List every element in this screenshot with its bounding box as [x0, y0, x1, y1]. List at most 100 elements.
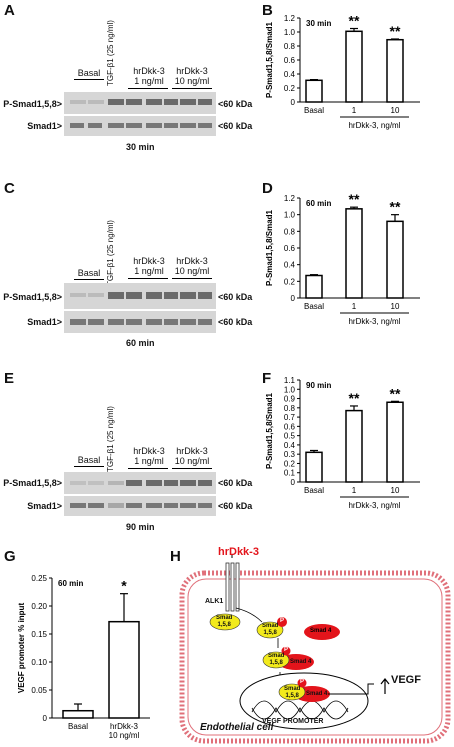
- chart-f-ytick-label: 0.5: [284, 432, 296, 441]
- chart-d-ytick-label: 1.0: [284, 211, 296, 220]
- chart-g-ytick-label: 0.25: [31, 574, 47, 583]
- panel-e-kda1: <60 kDa: [218, 478, 253, 488]
- chart-b-category-label: 1: [352, 106, 357, 115]
- chart-f-xlabel: hrDkk-3, ng/ml: [348, 501, 400, 510]
- cell-membrane: [179, 570, 451, 744]
- chart-b-category-label: Basal: [304, 106, 324, 115]
- chart-b-ytick-label: 1.0: [284, 28, 296, 37]
- chart-b-ytick-label: 0.8: [284, 42, 296, 51]
- chart-b-category-label: 10: [391, 106, 400, 115]
- chart-d-ytick-label: 0.4: [284, 261, 296, 270]
- chart-b-ytick-label: 0.2: [284, 84, 296, 93]
- panel-b-letter: B: [262, 2, 273, 19]
- chart-d-category-label: 1: [352, 302, 357, 311]
- chart-f-annotation: 90 min: [306, 381, 331, 390]
- smad158-label-4: Smad 1,5,8: [284, 686, 301, 699]
- panel-d-letter: D: [262, 180, 273, 197]
- chart-f-ytick-label: 0.1: [284, 469, 296, 478]
- bands: [70, 99, 212, 105]
- panel-c-dkk1-label: hrDkk-3 1 ng/ml: [133, 256, 165, 276]
- chart-d-annotation: 60 min: [306, 199, 331, 208]
- chart-d-significance: **: [349, 191, 360, 207]
- chart-d-significance: **: [390, 199, 401, 215]
- chart-f-category-label: 10: [391, 486, 400, 495]
- panel-a-smad-blot: [64, 116, 216, 136]
- panel-c-basal-line: [74, 279, 104, 280]
- chart-f-ytick-label: 1.0: [284, 385, 296, 394]
- panel-h-letter: H: [170, 548, 181, 565]
- chart-g-ytick-label: 0: [43, 714, 48, 723]
- alk1-receptor-icon: [225, 562, 240, 612]
- chart-f-category-label: 1: [352, 486, 357, 495]
- panel-e-basal-label: Basal: [77, 455, 101, 465]
- smad158-label-1: Smad 1,5,8: [216, 615, 233, 628]
- chart-f-ytick-label: 0.6: [284, 422, 296, 431]
- panel-f-letter: F: [262, 370, 272, 387]
- chart-b-annotation: 30 min: [306, 19, 331, 28]
- panel-e-psmad-blot: [64, 472, 216, 494]
- chart-g-category-label: Basal: [68, 722, 88, 731]
- panel-e-time: 90 min: [126, 522, 155, 532]
- chart-d-category-label: 10: [391, 302, 400, 311]
- arrow-receptor-to-smad: [235, 607, 263, 623]
- chart-b-significance: **: [349, 13, 360, 29]
- panel-e-dkk1-label: hrDkk-3 1 ng/ml: [133, 446, 165, 466]
- chart-b-ytick-label: 0.6: [284, 56, 296, 65]
- panel-a-basal-label: Basal: [77, 68, 101, 78]
- panel-a-dkk1-label: hrDkk-3 1 ng/ml: [133, 66, 165, 86]
- panel-a-smad-label: Smad1>: [27, 121, 62, 131]
- chart-g-significance: *: [121, 578, 127, 594]
- smad158-complex: [262, 651, 290, 669]
- panel-c-smad-blot: [64, 311, 216, 333]
- chart-g-ylabel: VEGF promoter % input: [17, 603, 26, 694]
- smad4-label-3: Smad 4: [306, 691, 328, 697]
- panel-e-basal-line: [74, 466, 104, 467]
- chart-g-ytick-label: 0.15: [31, 630, 47, 639]
- chart-d-category-label: Basal: [304, 302, 324, 311]
- chart-f-ytick-label: 0.3: [284, 450, 296, 459]
- panel-a-dkk10-line: [172, 88, 212, 89]
- panel-c-smad-label: Smad1>: [27, 317, 62, 327]
- panel-e-psmad-label: P-Smad1,5,8>: [3, 478, 62, 488]
- chart-g-ytick-label: 0.05: [31, 686, 47, 695]
- phospho-label-3: P: [300, 679, 305, 685]
- panel-c-dkk10-line: [172, 278, 212, 279]
- chart-f-category-label: Basal: [304, 486, 324, 495]
- smad158-nuclear: [278, 683, 306, 701]
- chart-b-significance: **: [390, 23, 401, 39]
- endothelial-cell-label: Endothelial cell: [200, 722, 274, 733]
- smad158-phospho: [256, 621, 284, 639]
- chart-f-ytick-label: 1.1: [284, 376, 296, 385]
- vegf-promoter-label: VEGF PROMOTER: [262, 718, 324, 725]
- chart-f-ytick-label: 0.2: [284, 459, 296, 468]
- smad158-label-3: Smad 1,5,8: [268, 653, 285, 666]
- panel-e-dkk10-line: [172, 468, 212, 469]
- chart-f-ytick-label: 0: [291, 478, 296, 487]
- panel-a-time: 30 min: [126, 142, 155, 152]
- panel-c-kda2: <60 kDa: [218, 317, 253, 327]
- panel-c-letter: C: [4, 180, 15, 197]
- smad4-free: [304, 624, 340, 640]
- chart-f-significance: **: [349, 390, 360, 406]
- panel-c-kda1: <60 kDa: [218, 292, 253, 302]
- panel-e-dkk1-line: [128, 468, 168, 469]
- chart-f-ylabel: P-Smad1,5,8/Smad1: [265, 392, 274, 469]
- phospho-marker: [277, 617, 287, 627]
- dna-strands: [251, 700, 349, 713]
- chart-f-ytick-label: 0.7: [284, 413, 296, 422]
- chart-g-ytick-label: 0.20: [31, 602, 47, 611]
- panel-a-letter: A: [4, 2, 15, 19]
- panel-e-smad-blot: [64, 496, 216, 516]
- panel-a-dkk10-label: hrDkk-3 10 ng/ml: [174, 66, 210, 86]
- chart-b-ylabel: P-Smad1,5,8/Smad1: [265, 21, 274, 98]
- chart-f-ytick-label: 0.9: [284, 395, 296, 404]
- panel-c-dkk1-line: [128, 278, 168, 279]
- chart-b-xlabel: hrDkk-3, ng/ml: [348, 121, 400, 130]
- panel-c-dkk10-label: hrDkk-3 10 ng/ml: [174, 256, 210, 276]
- chart-g-category-label: 10 ng/ml: [109, 731, 140, 740]
- chart-d-ytick-label: 0.2: [284, 277, 296, 286]
- smad4-label-2: Smad 4: [290, 659, 312, 665]
- panel-c-basal-label: Basal: [77, 268, 101, 278]
